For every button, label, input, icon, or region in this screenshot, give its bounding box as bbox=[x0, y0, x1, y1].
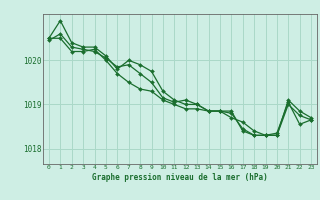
X-axis label: Graphe pression niveau de la mer (hPa): Graphe pression niveau de la mer (hPa) bbox=[92, 173, 268, 182]
